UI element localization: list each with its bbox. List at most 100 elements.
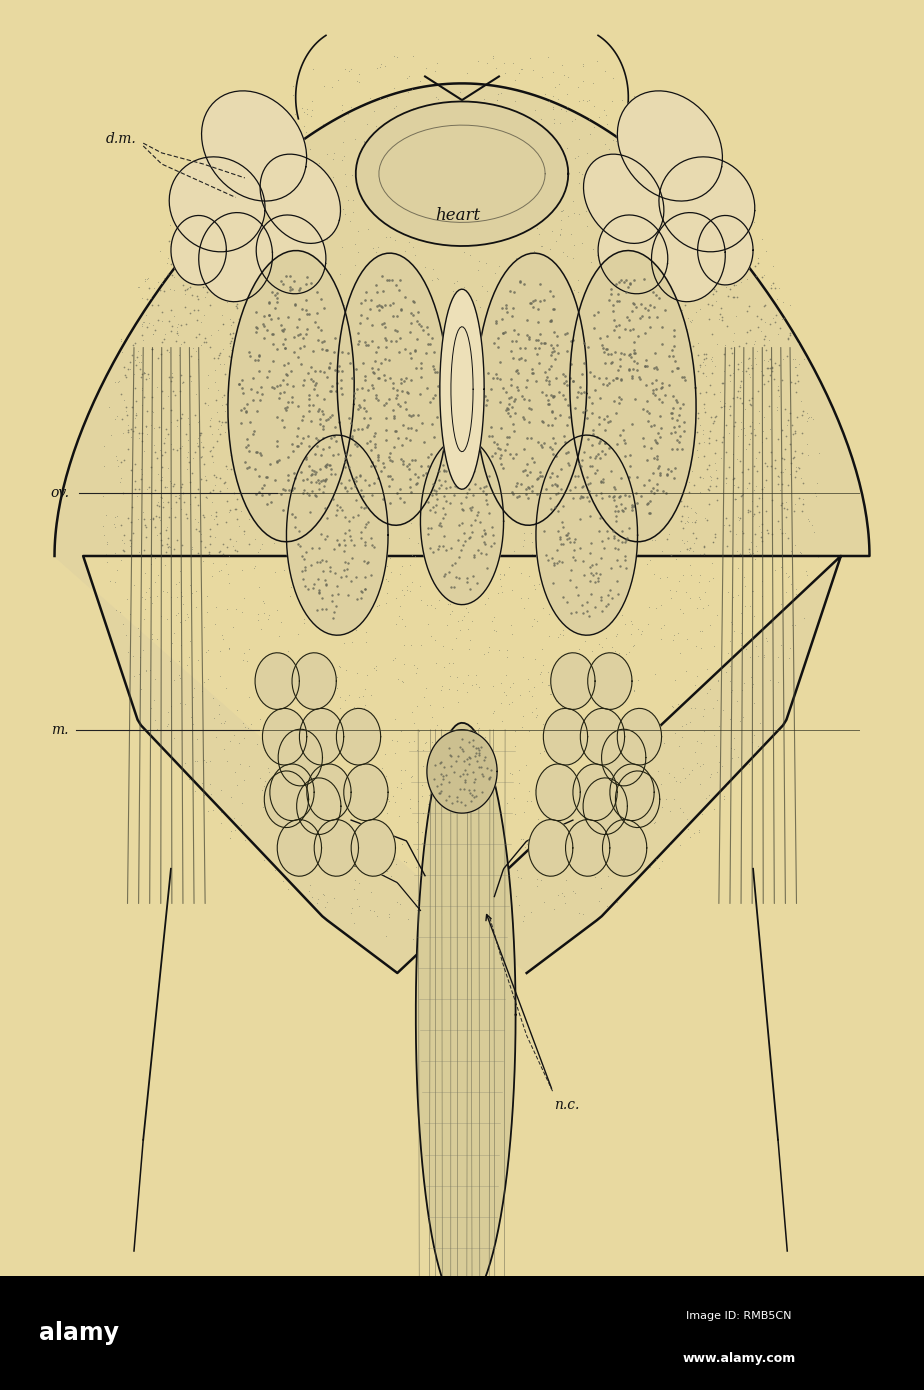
- Point: [747, 456, 761, 478]
- Point: [418, 731, 432, 753]
- Point: [765, 360, 780, 382]
- Point: [581, 806, 596, 828]
- Point: [534, 316, 549, 338]
- Point: [202, 524, 217, 546]
- Point: [435, 767, 450, 790]
- Point: [148, 548, 163, 570]
- Point: [657, 731, 672, 753]
- Point: [220, 563, 235, 585]
- Point: [747, 503, 761, 525]
- Point: [174, 634, 188, 656]
- Point: [722, 398, 736, 420]
- Point: [523, 47, 538, 70]
- Point: [545, 85, 560, 107]
- Point: [308, 484, 322, 506]
- Point: [157, 555, 172, 577]
- Point: [680, 174, 695, 196]
- Point: [690, 730, 705, 752]
- Point: [770, 396, 784, 418]
- Point: [708, 197, 723, 220]
- Point: [411, 466, 426, 488]
- Point: [274, 742, 288, 764]
- Point: [748, 329, 762, 352]
- Point: [476, 480, 491, 502]
- Point: [512, 61, 527, 83]
- Point: [242, 484, 257, 506]
- Point: [161, 713, 176, 735]
- Point: [424, 489, 439, 512]
- Point: [336, 110, 351, 132]
- Point: [188, 404, 203, 427]
- Point: [188, 211, 202, 234]
- Point: [444, 599, 459, 621]
- Point: [622, 466, 637, 488]
- Point: [488, 806, 503, 828]
- Point: [601, 866, 615, 888]
- Point: [425, 863, 440, 885]
- Point: [709, 605, 723, 627]
- Point: [639, 349, 654, 371]
- Point: [428, 755, 443, 777]
- Point: [265, 350, 280, 373]
- Point: [526, 177, 541, 199]
- Point: [460, 748, 475, 770]
- Point: [318, 498, 333, 520]
- Point: [353, 445, 368, 467]
- Point: [133, 646, 148, 669]
- Point: [552, 293, 566, 316]
- Point: [360, 467, 375, 489]
- Point: [618, 432, 633, 455]
- Point: [548, 407, 563, 430]
- Point: [345, 897, 359, 919]
- Point: [116, 541, 131, 563]
- Point: [435, 455, 450, 477]
- Point: [262, 453, 277, 475]
- Point: [615, 858, 630, 880]
- Point: [418, 384, 432, 406]
- Point: [630, 325, 645, 348]
- Point: [467, 299, 481, 321]
- Point: [274, 239, 288, 261]
- Point: [456, 751, 471, 773]
- Point: [348, 455, 363, 477]
- Point: [170, 254, 185, 277]
- Point: [594, 530, 609, 552]
- Point: [597, 692, 612, 714]
- Point: [692, 203, 707, 225]
- Point: [520, 486, 535, 509]
- Point: [236, 392, 250, 414]
- Point: [419, 677, 433, 699]
- Point: [563, 480, 578, 502]
- Point: [675, 249, 689, 271]
- Point: [209, 726, 224, 748]
- Point: [375, 758, 390, 780]
- Point: [249, 466, 264, 488]
- Point: [514, 174, 529, 196]
- Point: [533, 108, 548, 131]
- Point: [767, 367, 782, 389]
- Point: [356, 485, 371, 507]
- Point: [626, 292, 640, 314]
- Point: [420, 332, 435, 354]
- Point: [479, 361, 493, 384]
- Point: [342, 443, 357, 466]
- Point: [407, 730, 421, 752]
- Point: [621, 214, 636, 236]
- Point: [269, 338, 284, 360]
- Point: [277, 830, 292, 852]
- Point: [285, 480, 299, 502]
- Point: [127, 664, 141, 687]
- Point: [717, 395, 732, 417]
- Point: [375, 279, 390, 302]
- Point: [406, 367, 420, 389]
- Point: [707, 798, 722, 820]
- Point: [217, 471, 232, 493]
- Point: [214, 272, 229, 295]
- Point: [324, 589, 339, 612]
- Point: [675, 726, 689, 748]
- Point: [388, 648, 403, 670]
- Point: [330, 525, 345, 548]
- Point: [590, 459, 604, 481]
- Point: [503, 404, 517, 427]
- Point: [659, 303, 674, 325]
